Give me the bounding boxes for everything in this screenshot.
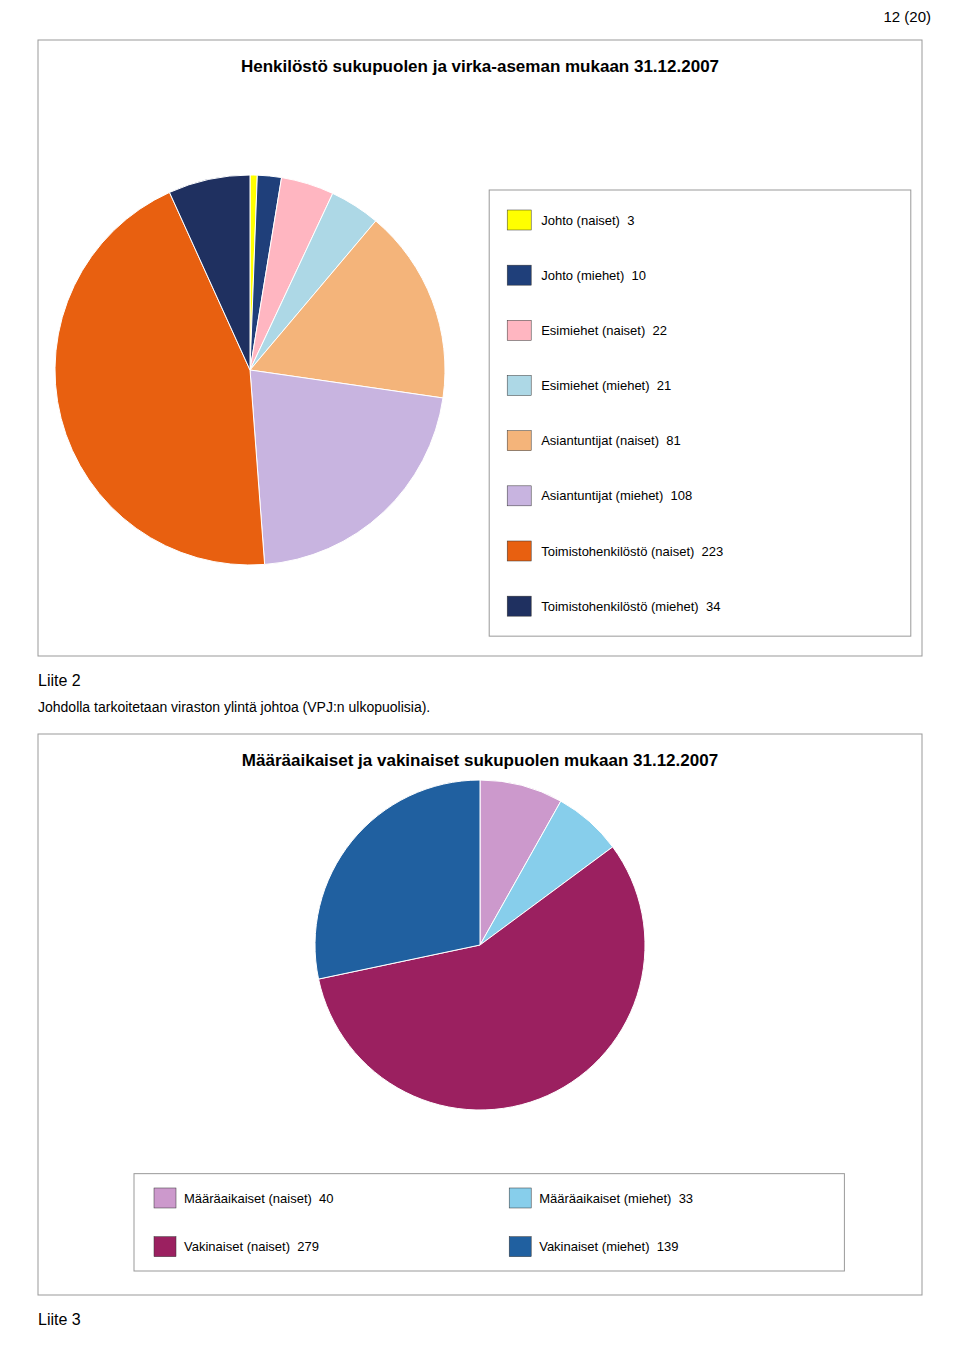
pie-slice bbox=[315, 780, 480, 979]
legend-swatch bbox=[507, 431, 531, 451]
annotation: Liite 3 bbox=[38, 1311, 81, 1328]
legend-label: Esimiehet (naiset) 22 bbox=[541, 323, 667, 338]
chart: Henkilöstö sukupuolen ja virka-aseman mu… bbox=[38, 40, 922, 715]
annotation: Johdolla tarkoitetaan viraston ylintä jo… bbox=[38, 699, 430, 715]
legend-label: Määräaikaiset (miehet) 33 bbox=[539, 1191, 693, 1206]
legend: Määräaikaiset (naiset) 40 Määräaikaiset (… bbox=[134, 1174, 844, 1271]
pie bbox=[315, 780, 645, 1110]
legend-label: Asiantuntijat (naiset) 81 bbox=[541, 433, 680, 448]
annotation: Liite 2 bbox=[38, 672, 81, 689]
legend-swatch bbox=[154, 1237, 176, 1257]
legend-swatch bbox=[154, 1188, 176, 1208]
legend-frame bbox=[489, 190, 911, 636]
legend-swatch bbox=[507, 265, 531, 285]
pie-slice bbox=[250, 370, 443, 564]
page: 12 (20) Henkilöstö sukupuolen ja virka-as… bbox=[0, 0, 960, 1352]
legend-swatch bbox=[509, 1237, 531, 1257]
legend-swatch bbox=[507, 486, 531, 506]
legend-label: Esimiehet (miehet) 21 bbox=[541, 378, 671, 393]
pie-slice bbox=[250, 221, 445, 398]
legend-label: Vakinaiset (miehet) 139 bbox=[539, 1239, 678, 1254]
chart-title: Henkilöstö sukupuolen ja virka-aseman mu… bbox=[241, 57, 719, 76]
legend-swatch bbox=[507, 210, 531, 230]
legend-label: Asiantuntijat (miehet) 108 bbox=[541, 488, 692, 503]
page-number: 12 (20) bbox=[883, 8, 931, 25]
chart: Määräaikaiset ja vakinaiset sukupuolen m… bbox=[38, 734, 922, 1328]
legend-label: Vakinaiset (naiset) 279 bbox=[184, 1239, 319, 1254]
pie bbox=[55, 175, 445, 565]
legend-frame bbox=[134, 1174, 844, 1271]
legend-label: Toimistohenkilöstö (naiset) 223 bbox=[541, 544, 723, 559]
pie-slice bbox=[169, 175, 250, 370]
legend-swatch bbox=[507, 375, 531, 395]
legend-label: Johto (naiset) 3 bbox=[541, 213, 634, 228]
legend: Johto (naiset) 3 Johto (miehet) 10 Esimieh… bbox=[489, 190, 911, 636]
legend-swatch bbox=[507, 320, 531, 340]
legend-swatch bbox=[507, 596, 531, 616]
legend-swatch bbox=[509, 1188, 531, 1208]
legend-swatch bbox=[507, 541, 531, 561]
legend-label: Toimistohenkilöstö (miehet) 34 bbox=[541, 599, 720, 614]
chart-frame bbox=[38, 734, 922, 1295]
legend-label: Määräaikaiset (naiset) 40 bbox=[184, 1191, 334, 1206]
chart-frame bbox=[38, 40, 922, 656]
chart-title: Määräaikaiset ja vakinaiset sukupuolen m… bbox=[242, 751, 718, 770]
legend-label: Johto (miehet) 10 bbox=[541, 268, 646, 283]
